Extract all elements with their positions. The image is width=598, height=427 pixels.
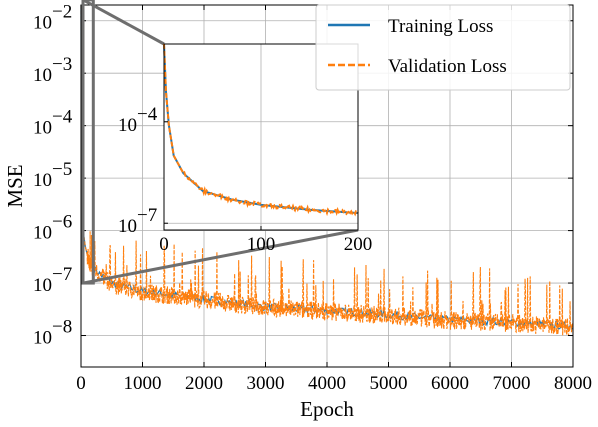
x-tick-label: 2000 [185,373,223,394]
inset-x-tick-label: 0 [159,234,169,255]
y-tick-label: 10 [33,170,52,191]
x-tick-label: 1000 [124,373,162,394]
y-tick-label-exponent: −3 [52,54,72,75]
inset-x-tick-label: 100 [247,234,276,255]
y-tick-label: 10 [33,13,52,34]
legend: Training Loss Validation Loss [315,4,571,91]
y-tick-label-exponent: −4 [52,107,73,128]
inset-y-tick-label: 10 [118,115,137,136]
y-tick-label-exponent: −7 [52,264,72,285]
legend-label: Validation Loss [388,56,507,77]
y-tick-label: 10 [33,223,52,244]
y-axis-label: MSE [3,164,27,207]
y-tick-label-exponent: −5 [52,159,72,180]
legend-label: Training Loss [388,16,493,37]
zoom-indicator [81,0,359,285]
x-tick-label: 5000 [370,373,408,394]
zoom-connector [82,228,359,285]
inset-y-tick-label-exponent: −4 [137,104,158,125]
inset-y-tick-label: 10 [118,216,137,237]
y-tick-label: 10 [33,328,52,349]
y-tick-label: 10 [33,118,52,139]
zoom-connector [82,0,165,46]
x-tick-label: 7000 [493,373,531,394]
legend-box [315,4,571,91]
y-tick-label: 10 [33,65,52,86]
x-tick-label: 3000 [247,373,285,394]
x-tick-label: 8000 [554,373,592,394]
x-tick-label: 0 [76,373,86,394]
inset-x-tick-label: 200 [344,234,373,255]
x-tick-label: 4000 [308,373,346,394]
inset-y-tick-label-exponent: −7 [137,205,157,226]
y-tick-label-exponent: −2 [52,2,72,23]
main-series [80,4,574,336]
main-ticks: 0 1000 2000 3000 4000 5000 6000 7000 800010−810−… [33,2,592,394]
y-tick-label-exponent: −6 [52,212,72,233]
y-tick-label-exponent: −8 [52,317,72,338]
x-tick-label: 6000 [431,373,469,394]
inset-validation-loss-line [163,43,359,217]
y-tick-label: 10 [33,275,52,296]
validation-loss-line [80,4,574,336]
x-axis-label: Epoch [300,397,354,421]
